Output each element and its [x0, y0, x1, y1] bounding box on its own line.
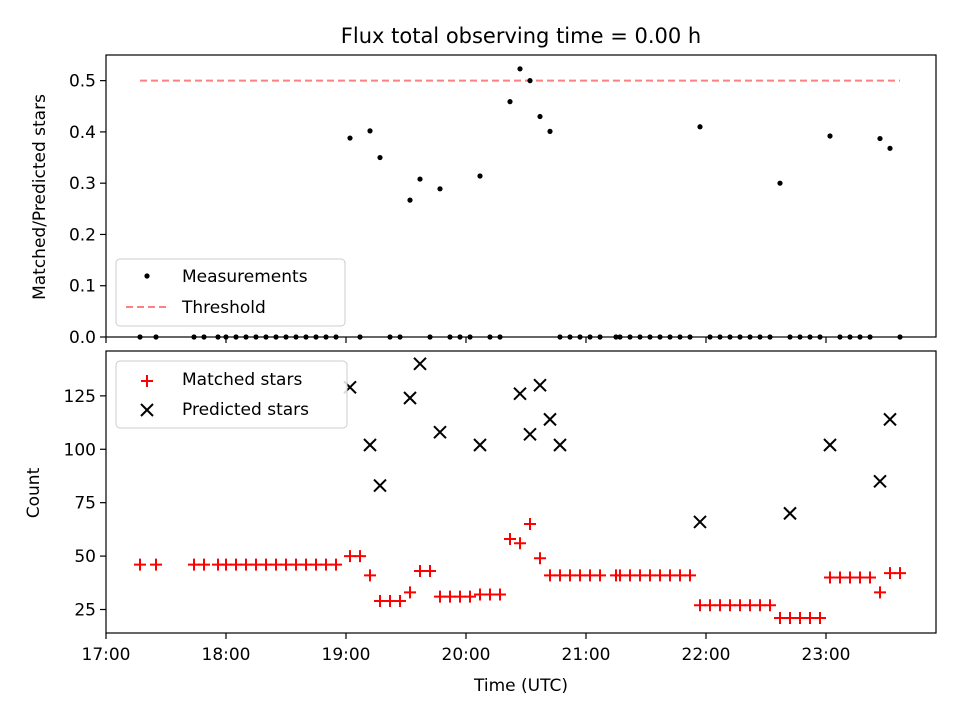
matched-star-point	[504, 533, 516, 545]
matched-star-point	[594, 569, 606, 582]
measurement-point	[777, 180, 783, 186]
measurement-point	[507, 99, 513, 105]
matched-star-point	[464, 590, 476, 603]
matched-star-point	[494, 588, 506, 601]
top-chart-title: Flux total observing time = 0.00 h	[341, 24, 701, 48]
matched-star-point	[874, 586, 886, 599]
matched-star-point	[394, 594, 406, 607]
matched-star-point	[404, 586, 416, 599]
matched-star-point	[198, 558, 210, 571]
predicted-star-point	[513, 387, 527, 401]
x-axis-label: Time (UTC)	[473, 676, 568, 696]
matched-star-point	[354, 550, 366, 563]
predicted-star-point	[883, 412, 897, 427]
x-tick-label: 18:00	[202, 645, 251, 665]
bottom-y-axis-label: Count	[24, 467, 44, 518]
predicted-star-point	[873, 474, 887, 489]
x-tick-label: 20:00	[442, 645, 491, 665]
top-legend-box	[115, 258, 346, 327]
bottom-legend-box	[115, 360, 348, 429]
predicted-star-point	[363, 438, 377, 452]
bottom-panel: Count Time (UTC) 25 50 75 100 125 17:00 18:00…	[24, 350, 937, 696]
top-legend: Measurements Threshold	[115, 258, 346, 327]
predicted-star-point	[403, 391, 417, 405]
top-x-ticks	[105, 337, 827, 343]
predicted-star-point	[823, 438, 837, 452]
top-y-tick-label: 0.1	[69, 277, 96, 297]
predicted-star-point	[373, 478, 387, 493]
matched-star-point	[524, 518, 536, 531]
bottom-y-ticks: 25 50 75 100 125	[64, 387, 106, 621]
measurement-point	[517, 66, 523, 72]
legend-matched-label: Matched stars	[182, 370, 302, 390]
matched-star-point	[330, 558, 342, 571]
bottom-x-ticks: 17:00 18:00 19:00 20:00 21:00 22:00 23:00	[82, 633, 851, 665]
bottom-y-tick-label: 100	[64, 440, 96, 460]
measurement-point	[527, 78, 533, 84]
predicted-star-point	[433, 425, 447, 439]
measurement-point	[697, 124, 703, 130]
predicted-star-point	[543, 412, 557, 427]
predicted-star-point	[533, 378, 547, 392]
matched-star-point	[684, 569, 696, 582]
measurement-point	[377, 154, 383, 161]
matched-star-point	[894, 567, 906, 580]
predicted-star-point	[783, 506, 797, 521]
top-y-tick-label: 0.5	[69, 72, 96, 92]
predicted-star-point	[473, 438, 487, 452]
measurement-point	[437, 186, 443, 192]
legend-measurements-label: Measurements	[182, 267, 308, 287]
matched-stars-layer	[134, 518, 906, 625]
bottom-y-tick-label: 125	[64, 387, 96, 407]
bottom-y-tick-label: 75	[74, 494, 96, 514]
measurement-point	[367, 128, 373, 134]
matched-star-point	[150, 558, 162, 571]
top-plot-frame	[105, 54, 937, 338]
legend-matched-marker	[141, 375, 153, 387]
bottom-legend: Matched stars Predicted stars	[115, 360, 348, 429]
legend-predicted-label: Predicted stars	[182, 400, 309, 420]
x-tick-label: 22:00	[682, 645, 731, 665]
x-tick-label: 19:00	[322, 645, 371, 665]
matched-star-point	[764, 599, 776, 612]
bottom-y-tick-label: 50	[74, 547, 96, 567]
predicted-star-point	[413, 357, 427, 371]
measurement-point	[827, 133, 833, 139]
matched-star-point	[424, 565, 436, 578]
x-tick-label: 23:00	[802, 645, 851, 665]
x-tick-label: 21:00	[562, 645, 611, 665]
matched-star-point	[134, 558, 146, 571]
measurement-point	[547, 128, 553, 134]
matched-star-point	[514, 537, 526, 550]
bottom-plot-frame	[105, 350, 937, 634]
top-y-tick-label: 0.2	[69, 225, 96, 245]
top-y-tick-label: 0.0	[69, 328, 96, 348]
top-y-tick-label: 0.3	[69, 174, 96, 194]
predicted-star-point	[553, 438, 567, 452]
measurement-point	[407, 197, 413, 203]
matched-star-point	[814, 612, 826, 625]
top-panel: Flux total observing time = 0.00 h Match…	[30, 24, 937, 348]
legend-predicted-marker	[140, 403, 154, 417]
bottom-y-tick-label: 25	[74, 601, 96, 621]
x-tick-label: 17:00	[82, 645, 131, 665]
predicted-star-point	[693, 515, 707, 529]
top-y-axis-label: Matched/Predicted stars	[30, 94, 50, 300]
matched-star-point	[534, 552, 546, 565]
measurement-point	[417, 176, 423, 182]
measurement-point	[537, 113, 543, 120]
predicted-star-point	[523, 427, 537, 442]
matched-star-point	[364, 569, 376, 582]
matched-star-point	[864, 571, 876, 584]
measurement-point	[887, 145, 893, 151]
legend-threshold-label: Threshold	[181, 298, 266, 318]
measurement-point	[477, 173, 483, 179]
measurement-point	[347, 135, 353, 141]
measurement-point	[877, 135, 883, 142]
legend-measurements-marker	[144, 273, 150, 279]
top-y-ticks: 0.0 0.1 0.2 0.3 0.4 0.5	[69, 72, 106, 348]
top-y-tick-label: 0.4	[69, 123, 96, 143]
